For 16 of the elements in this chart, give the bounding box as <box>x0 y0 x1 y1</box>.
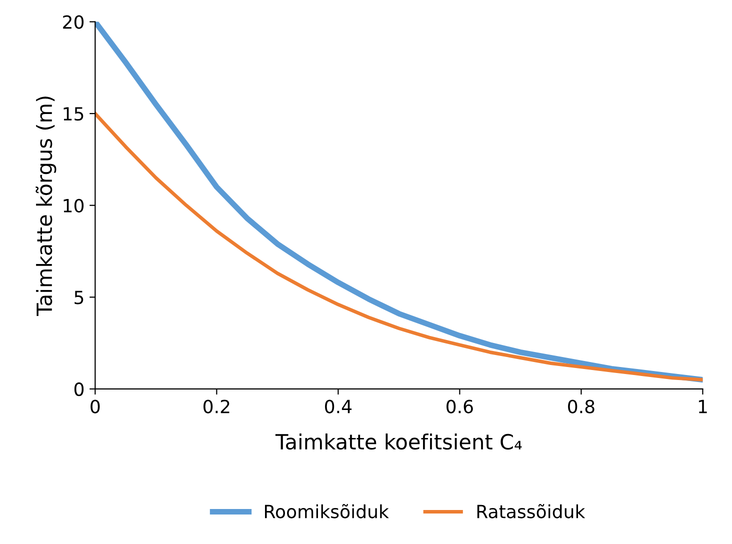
y-tick-label: 20 <box>63 15 84 29</box>
y-tick-label: 0 <box>74 382 84 396</box>
x-tick-label: 0.2 <box>204 400 230 414</box>
x-tick-label: 1 <box>698 400 707 414</box>
x-tick-label: 0.4 <box>325 400 352 414</box>
y-axis-title: Taimkatte kõrgus (m) <box>36 96 56 316</box>
y-tick-label: 15 <box>64 107 84 121</box>
x-tick-label: 0.6 <box>446 400 473 414</box>
line-series <box>95 112 703 382</box>
legend-label: Roomiksõiduk <box>265 504 389 518</box>
legend-label: Ratassõiduk <box>477 504 586 518</box>
y-tick-label: 5 <box>74 290 84 304</box>
x-axis-title: Taimkatte koefitsient C₄ <box>275 434 522 450</box>
x-tick-label: 0 <box>90 400 100 414</box>
x-tick-label: 0.8 <box>568 400 594 414</box>
y-tick-label: 10 <box>64 198 84 212</box>
